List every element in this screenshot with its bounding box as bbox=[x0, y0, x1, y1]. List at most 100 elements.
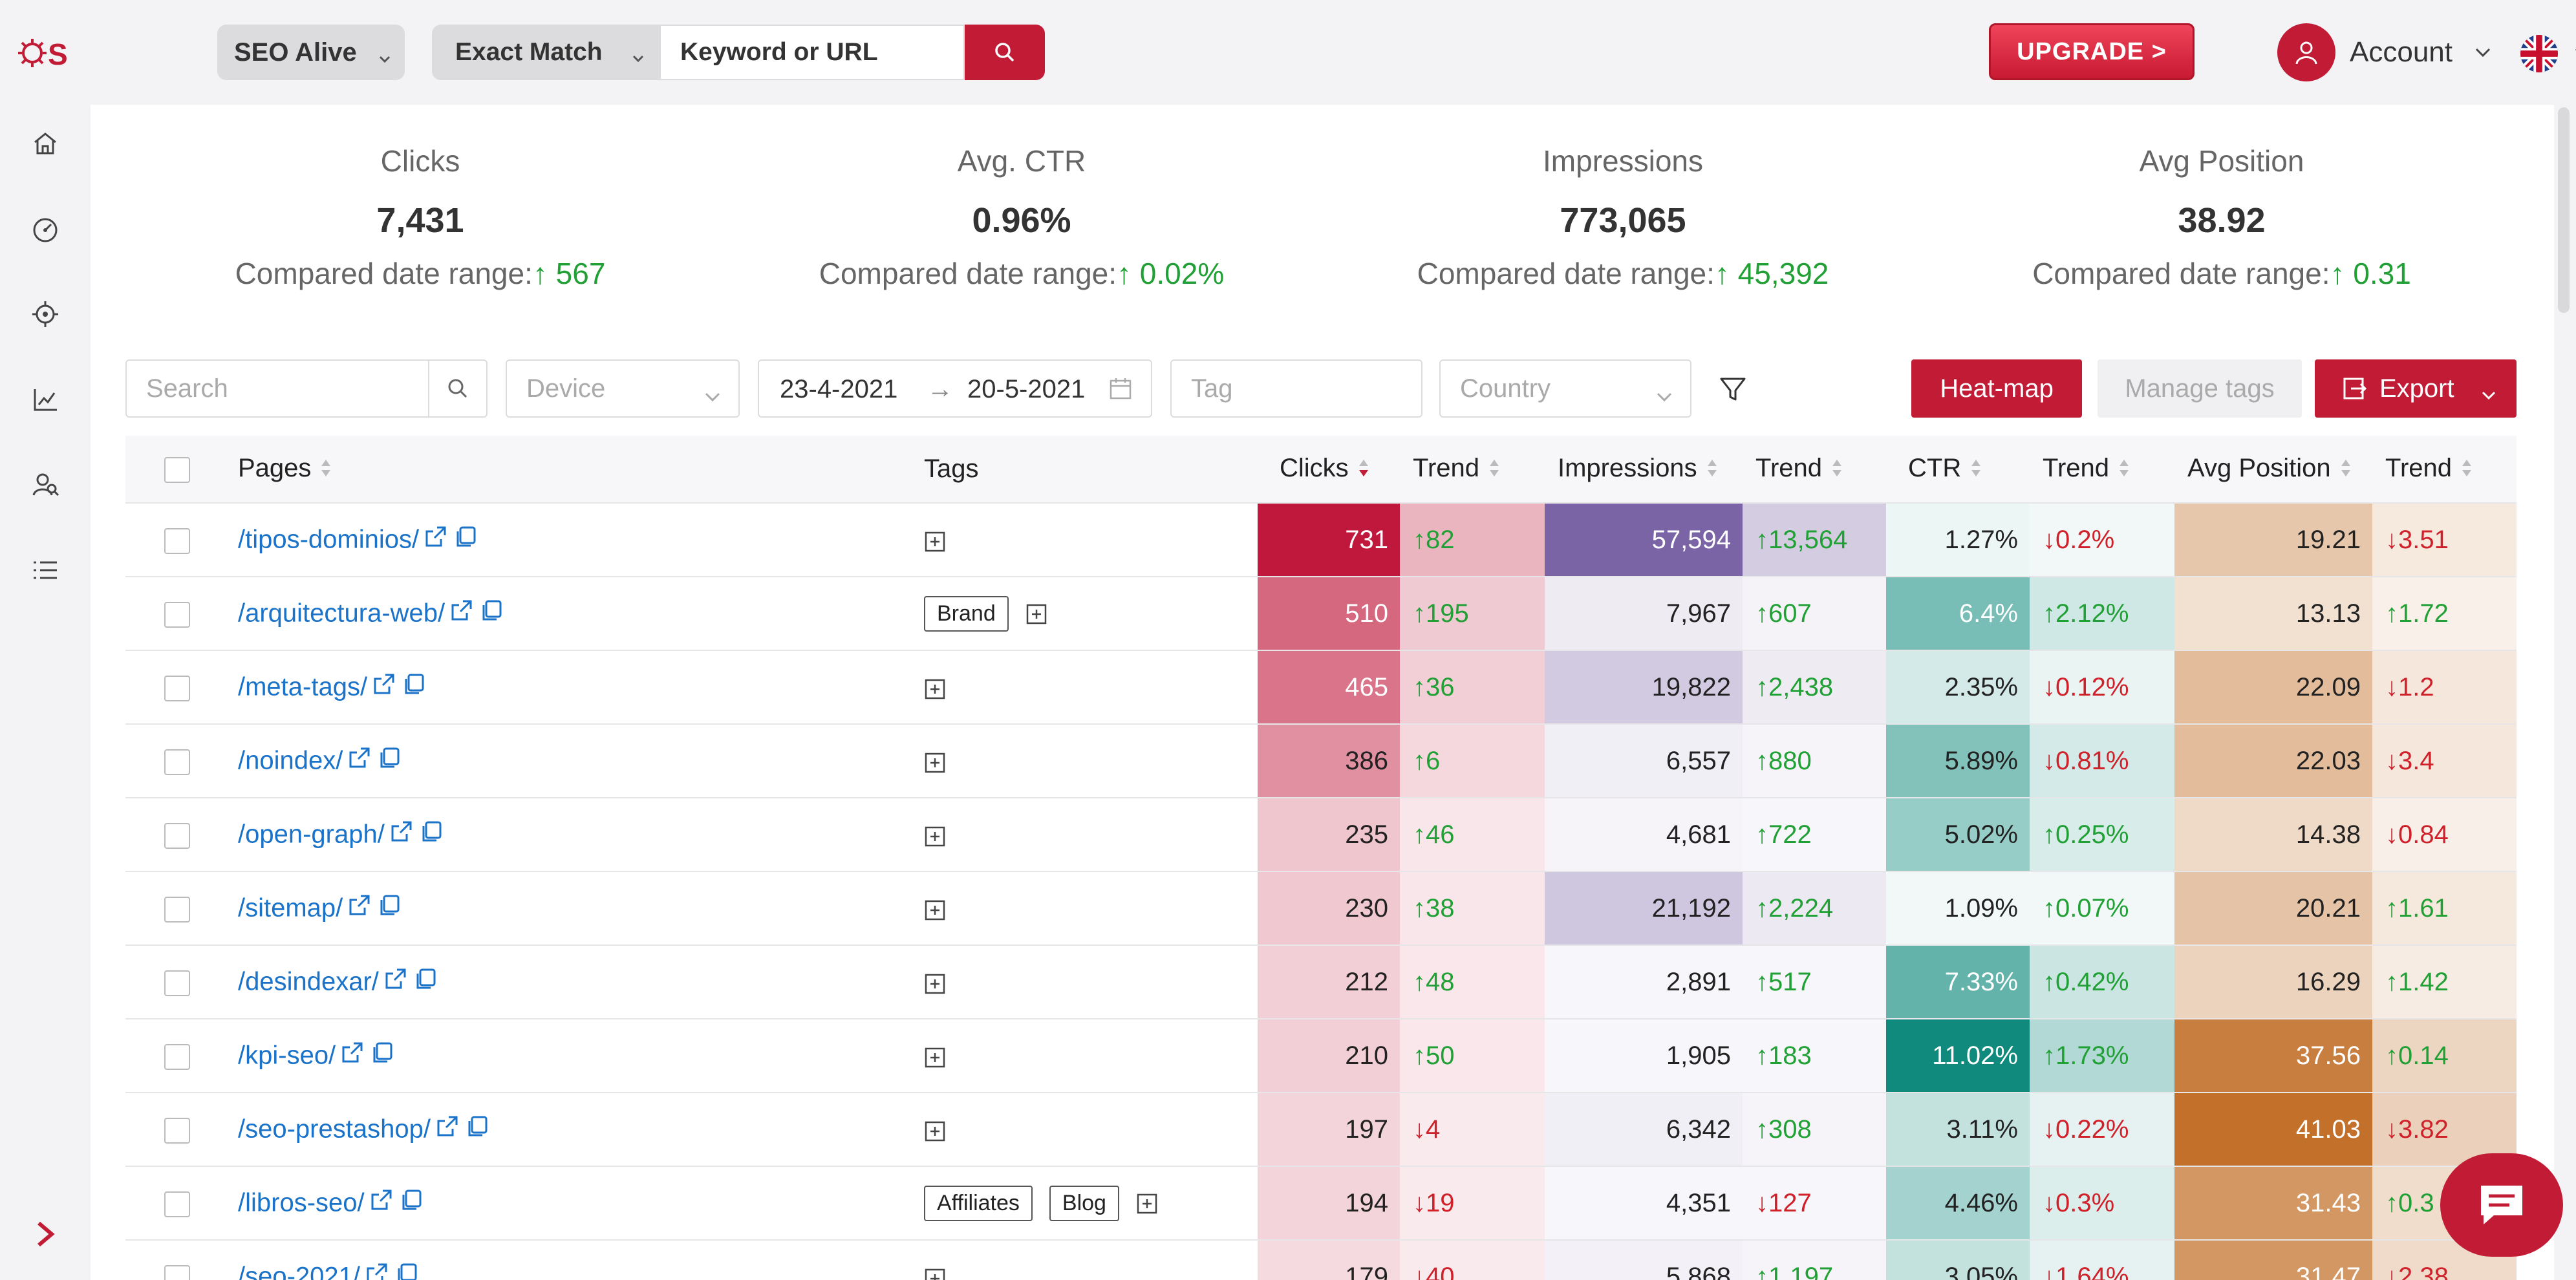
heatmap-button[interactable]: Heat-map bbox=[1911, 359, 2082, 418]
country-select[interactable]: Country bbox=[1439, 359, 1691, 418]
tag-chip[interactable]: Affiliates bbox=[924, 1185, 1033, 1221]
external-link-icon[interactable] bbox=[389, 818, 414, 851]
row-checkbox[interactable] bbox=[164, 528, 190, 554]
page-link[interactable]: /sitemap/ bbox=[238, 893, 343, 923]
dashboard-icon[interactable] bbox=[30, 213, 61, 244]
external-link-icon[interactable] bbox=[371, 671, 397, 703]
sort-icon[interactable] bbox=[1706, 455, 1718, 484]
page-link[interactable]: /noindex/ bbox=[238, 746, 343, 775]
external-link-icon[interactable] bbox=[364, 1261, 390, 1280]
row-checkbox[interactable] bbox=[164, 822, 190, 849]
row-checkbox[interactable] bbox=[164, 601, 190, 628]
date-range-picker[interactable]: 23-4-2021 → 20-5-2021 bbox=[758, 359, 1152, 418]
table-row[interactable]: /noindex/386 ↑6 6,557 ↑880 5.89% ↓0.81% 22.03 ↓… bbox=[125, 724, 2517, 798]
external-link-icon[interactable] bbox=[423, 524, 449, 556]
chat-button[interactable] bbox=[2440, 1153, 2563, 1257]
device-select[interactable]: Device bbox=[506, 359, 740, 418]
chevron-down-icon[interactable] bbox=[2474, 45, 2492, 63]
uk-flag-icon[interactable] bbox=[2520, 35, 2558, 72]
row-checkbox[interactable] bbox=[164, 1191, 190, 1217]
add-tag-icon[interactable] bbox=[924, 899, 946, 921]
external-link-icon[interactable] bbox=[369, 1187, 394, 1219]
header-impressions[interactable]: Impressions bbox=[1545, 436, 1743, 504]
copy-icon[interactable] bbox=[413, 966, 438, 998]
row-checkbox[interactable] bbox=[164, 1264, 190, 1280]
add-tag-icon[interactable] bbox=[924, 825, 946, 847]
keyword-input[interactable] bbox=[661, 25, 965, 80]
upgrade-button[interactable]: UPGRADE > bbox=[1989, 23, 2195, 80]
table-row[interactable]: /desindexar/212 ↑48 2,891 ↑517 7.33% ↑0.42% 16… bbox=[125, 945, 2517, 1019]
header-ctr-trend[interactable]: Trend bbox=[2030, 436, 2174, 504]
match-type-select[interactable]: Exact Match bbox=[432, 25, 661, 80]
copy-icon[interactable] bbox=[398, 1187, 424, 1219]
table-row[interactable]: /tipos-dominios/731 ↑82 57,594 ↑13,564 1.27%… bbox=[125, 503, 2517, 577]
app-logo[interactable]: S bbox=[12, 31, 79, 76]
copy-icon[interactable] bbox=[478, 597, 504, 630]
scrollbar-thumb[interactable] bbox=[2558, 107, 2570, 313]
external-link-icon[interactable] bbox=[347, 892, 372, 924]
external-link-icon[interactable] bbox=[435, 1113, 460, 1146]
table-row[interactable]: /arquitectura-web/Brand 510 ↑195 7,967 ↑607 6… bbox=[125, 577, 2517, 651]
account-label[interactable]: Account bbox=[2350, 36, 2453, 68]
table-row[interactable]: /seo-prestashop/197 ↓4 6,342 ↑308 3.11% ↓0.22… bbox=[125, 1093, 2517, 1167]
select-all-checkbox[interactable] bbox=[164, 457, 190, 484]
table-row[interactable]: /meta-tags/465 ↑36 19,822 ↑2,438 2.35% ↓0.12%… bbox=[125, 650, 2517, 725]
header-clicks[interactable]: Clicks bbox=[1258, 436, 1400, 504]
external-link-icon[interactable] bbox=[449, 597, 475, 630]
page-link[interactable]: /meta-tags/ bbox=[238, 672, 368, 701]
copy-icon[interactable] bbox=[453, 524, 478, 556]
add-tag-icon[interactable] bbox=[924, 530, 946, 552]
project-selector[interactable]: SEO Alive bbox=[217, 25, 405, 80]
add-tag-icon[interactable] bbox=[924, 751, 946, 773]
page-link[interactable]: /kpi-seo/ bbox=[238, 1041, 336, 1070]
row-checkbox[interactable] bbox=[164, 675, 190, 701]
chart-icon[interactable] bbox=[30, 384, 61, 415]
row-checkbox[interactable] bbox=[164, 749, 190, 775]
manage-tags-button[interactable]: Manage tags bbox=[2098, 359, 2302, 418]
add-tag-icon[interactable] bbox=[924, 1046, 946, 1068]
sort-icon[interactable] bbox=[1970, 455, 1982, 484]
search-input[interactable] bbox=[127, 361, 429, 416]
copy-icon[interactable] bbox=[464, 1113, 490, 1146]
header-position-trend[interactable]: Trend bbox=[2372, 436, 2517, 504]
row-checkbox[interactable] bbox=[164, 896, 190, 923]
table-row[interactable]: /sitemap/230 ↑38 21,192 ↑2,224 1.09% ↑0.07% 20… bbox=[125, 871, 2517, 946]
page-link[interactable]: /arquitectura-web/ bbox=[238, 599, 445, 628]
sort-icon[interactable] bbox=[1831, 455, 1843, 484]
list-icon[interactable] bbox=[30, 555, 61, 586]
page-link[interactable]: /seo-prestashop/ bbox=[238, 1115, 431, 1144]
row-checkbox[interactable] bbox=[164, 1043, 190, 1070]
sort-icon[interactable] bbox=[2118, 455, 2130, 484]
add-tag-icon[interactable] bbox=[924, 972, 946, 994]
home-icon[interactable] bbox=[30, 128, 61, 159]
copy-icon[interactable] bbox=[376, 892, 402, 924]
header-pages[interactable]: Pages bbox=[238, 436, 924, 504]
chevron-down-icon[interactable] bbox=[2573, 45, 2576, 63]
target-icon[interactable] bbox=[30, 299, 61, 330]
row-checkbox[interactable] bbox=[164, 970, 190, 996]
add-tag-icon[interactable] bbox=[1136, 1192, 1158, 1214]
header-impressions-trend[interactable]: Trend bbox=[1743, 436, 1886, 504]
add-tag-icon[interactable] bbox=[924, 1120, 946, 1142]
page-link[interactable]: /seo-2021/ bbox=[238, 1262, 361, 1280]
page-link[interactable]: /tipos-dominios/ bbox=[238, 525, 420, 554]
row-checkbox[interactable] bbox=[164, 1117, 190, 1144]
sort-icon[interactable] bbox=[2461, 455, 2473, 484]
tag-chip[interactable]: Brand bbox=[924, 595, 1009, 632]
add-tag-icon[interactable] bbox=[924, 677, 946, 699]
external-link-icon[interactable] bbox=[339, 1040, 365, 1072]
header-clicks-trend[interactable]: Trend bbox=[1400, 436, 1545, 504]
tag-chip[interactable]: Blog bbox=[1049, 1185, 1119, 1221]
tag-input[interactable] bbox=[1172, 361, 1421, 416]
table-row[interactable]: /libros-seo/Affiliates Blog 194 ↓19 4,351 ↓12… bbox=[125, 1166, 2517, 1241]
table-row[interactable]: /open-graph/235 ↑46 4,681 ↑722 5.02% ↑0.25% 14… bbox=[125, 798, 2517, 872]
users-icon[interactable] bbox=[30, 469, 61, 500]
filter-icon[interactable] bbox=[1717, 374, 1748, 405]
add-tag-icon[interactable] bbox=[924, 1267, 946, 1280]
search-button[interactable] bbox=[428, 361, 486, 416]
export-button[interactable]: Export bbox=[2315, 359, 2517, 418]
page-link[interactable]: /desindexar/ bbox=[238, 967, 379, 996]
sort-icon[interactable] bbox=[320, 455, 332, 484]
copy-icon[interactable] bbox=[369, 1040, 395, 1072]
sort-desc-icon[interactable] bbox=[1358, 455, 1369, 484]
